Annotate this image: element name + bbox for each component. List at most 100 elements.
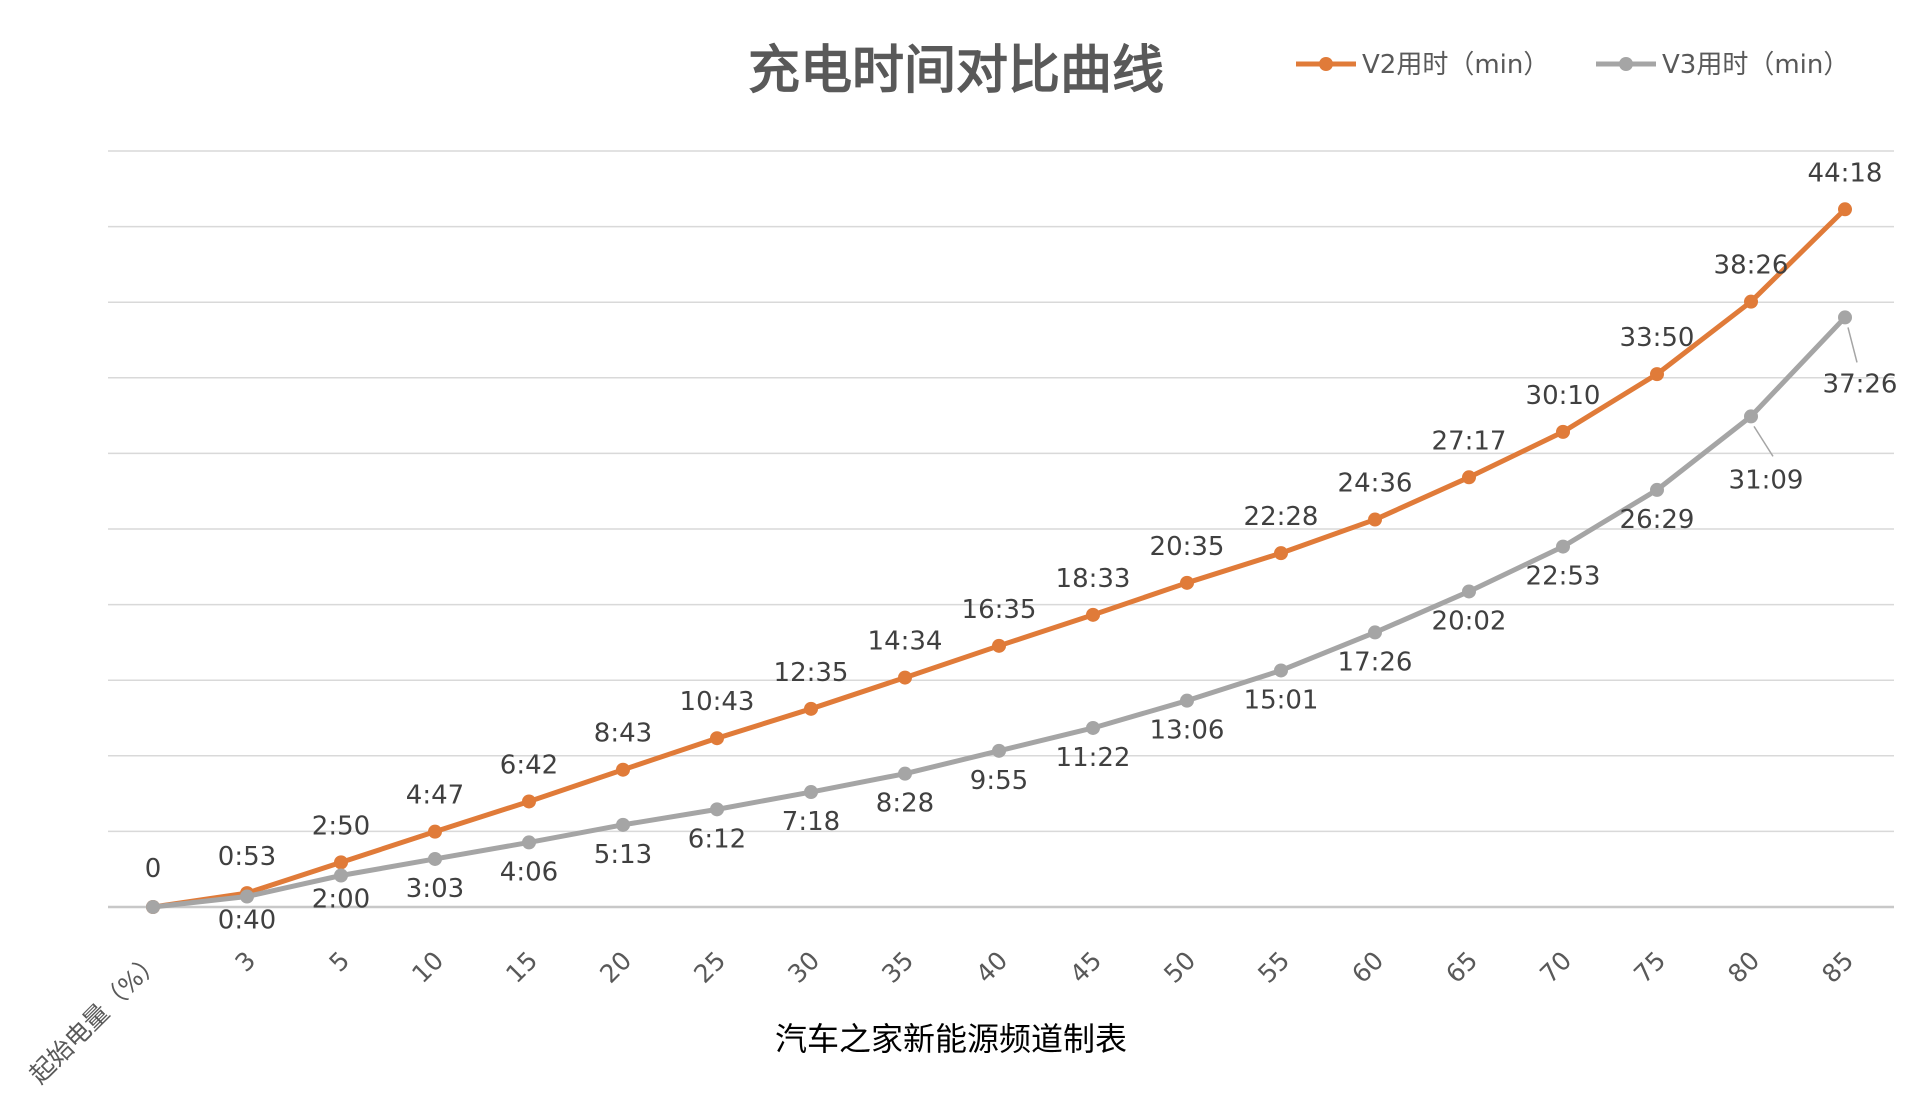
data-label: 0: [145, 854, 162, 884]
x-tick-label: 20: [594, 946, 637, 989]
legend-marker-v3: [1619, 57, 1633, 71]
data-label: 0:40: [218, 906, 276, 936]
data-point[interactable]: [522, 794, 536, 809]
data-point[interactable]: [804, 701, 818, 716]
data-label: 16:35: [962, 595, 1037, 625]
data-point[interactable]: [1650, 482, 1664, 497]
data-label: 9:55: [970, 766, 1028, 796]
data-point[interactable]: [1744, 294, 1758, 309]
x-tick-label: 70: [1534, 946, 1577, 989]
x-tick-label: 45: [1064, 946, 1107, 989]
data-point[interactable]: [1744, 409, 1758, 424]
data-label: 38:26: [1714, 251, 1789, 281]
data-point[interactable]: [616, 817, 630, 832]
x-tick-label: 起始电量（%）: [24, 946, 167, 1089]
x-tick-label: 85: [1816, 946, 1859, 989]
data-point[interactable]: [1180, 693, 1194, 708]
data-label: 4:47: [406, 781, 464, 811]
x-tick-label: 60: [1346, 946, 1389, 989]
data-label: 15:01: [1244, 685, 1319, 715]
chart-title: 充电时间对比曲线: [748, 41, 1164, 101]
data-point[interactable]: [992, 638, 1006, 653]
data-label: 33:50: [1620, 323, 1695, 353]
data-label: 37:26: [1823, 369, 1898, 399]
data-point[interactable]: [334, 855, 348, 870]
data-point[interactable]: [804, 785, 818, 800]
data-point[interactable]: [1086, 607, 1100, 622]
data-point[interactable]: [1838, 310, 1852, 325]
data-point[interactable]: [334, 868, 348, 883]
data-point[interactable]: [1462, 470, 1476, 485]
leader-line: [1847, 327, 1858, 363]
data-label: 20:02: [1432, 606, 1507, 636]
data-point[interactable]: [710, 731, 724, 746]
data-label: 44:18: [1808, 158, 1883, 188]
data-point[interactable]: [428, 851, 442, 866]
data-point[interactable]: [1650, 367, 1664, 382]
data-label: 11:22: [1056, 743, 1131, 773]
legend-marker-v2: [1319, 57, 1333, 71]
data-label: 14:34: [868, 627, 943, 657]
data-label: 24:36: [1338, 469, 1413, 499]
data-label: 3:03: [406, 874, 464, 904]
data-label: 17:26: [1338, 647, 1413, 677]
data-label: 4:06: [500, 857, 558, 887]
data-label: 6:42: [500, 750, 558, 780]
legend-item-v2[interactable]: V2用时（min）: [1296, 50, 1549, 80]
data-point[interactable]: [898, 766, 912, 781]
x-tick-label: 65: [1440, 946, 1483, 989]
data-label: 22:53: [1526, 562, 1601, 592]
data-point[interactable]: [240, 889, 254, 904]
data-point[interactable]: [616, 762, 630, 777]
series-v2: 0 0:53 2:50 4:47 6:42 8:43 10:43 12:35 14:34 16:3…: [145, 158, 1883, 914]
x-tick-label: 80: [1722, 946, 1765, 989]
x-tick-label: 10: [406, 946, 449, 989]
data-label: 10:43: [680, 687, 755, 717]
x-tick-label: 5: [323, 946, 355, 978]
data-point[interactable]: [1556, 424, 1570, 439]
series-v3: 0:40 2:00 3:03 4:06 5:13 6:12 7:18 8:28 9:55 11:2…: [146, 310, 1898, 936]
data-point[interactable]: [992, 743, 1006, 758]
x-axis-ticks: 起始电量（%） 3 5 10 15 20 25 30 35 40 45 50 55 60 65 70 75 80 8…: [24, 946, 1859, 1089]
data-point[interactable]: [1368, 625, 1382, 640]
legend-label-v3: V3用时（min）: [1662, 50, 1849, 80]
data-label: 2:50: [312, 811, 370, 841]
x-tick-label: 55: [1252, 946, 1295, 989]
data-label: 20:35: [1150, 532, 1225, 562]
data-label: 2:00: [312, 885, 370, 915]
data-point[interactable]: [1462, 584, 1476, 599]
data-label: 26:29: [1620, 505, 1695, 535]
data-point[interactable]: [710, 802, 724, 817]
x-tick-label: 75: [1628, 946, 1671, 989]
x-tick-label: 15: [500, 946, 543, 989]
data-label: 12:35: [774, 658, 849, 688]
data-label: 7:18: [782, 807, 840, 837]
data-label: 5:13: [594, 840, 652, 870]
data-label: 30:10: [1526, 381, 1601, 411]
data-point[interactable]: [1086, 720, 1100, 735]
data-point[interactable]: [1368, 512, 1382, 527]
data-point[interactable]: [1556, 539, 1570, 554]
data-label: 18:33: [1056, 564, 1131, 594]
leader-line: [1753, 425, 1774, 457]
series-group: 0 0:53 2:50 4:47 6:42 8:43 10:43 12:35 14:34 16:3…: [145, 158, 1898, 935]
data-point[interactable]: [428, 824, 442, 839]
data-point[interactable]: [1180, 575, 1194, 590]
x-tick-label: 50: [1158, 946, 1201, 989]
data-point[interactable]: [146, 900, 160, 914]
data-label: 0:53: [218, 842, 276, 872]
data-point[interactable]: [898, 670, 912, 685]
legend: V2用时（min） V3用时（min）: [1296, 50, 1849, 80]
data-point[interactable]: [522, 835, 536, 850]
x-tick-label: 30: [782, 946, 825, 989]
chart-footer: 汽车之家新能源频道制表: [775, 1020, 1127, 1058]
data-label: 27:17: [1432, 426, 1507, 456]
data-point[interactable]: [1274, 546, 1288, 561]
x-tick-label: 25: [688, 946, 731, 989]
data-point[interactable]: [1274, 663, 1288, 678]
legend-item-v3[interactable]: V3用时（min）: [1596, 50, 1849, 80]
data-point[interactable]: [1838, 202, 1852, 217]
x-tick-label: 3: [229, 946, 261, 978]
data-label: 13:06: [1150, 716, 1225, 746]
